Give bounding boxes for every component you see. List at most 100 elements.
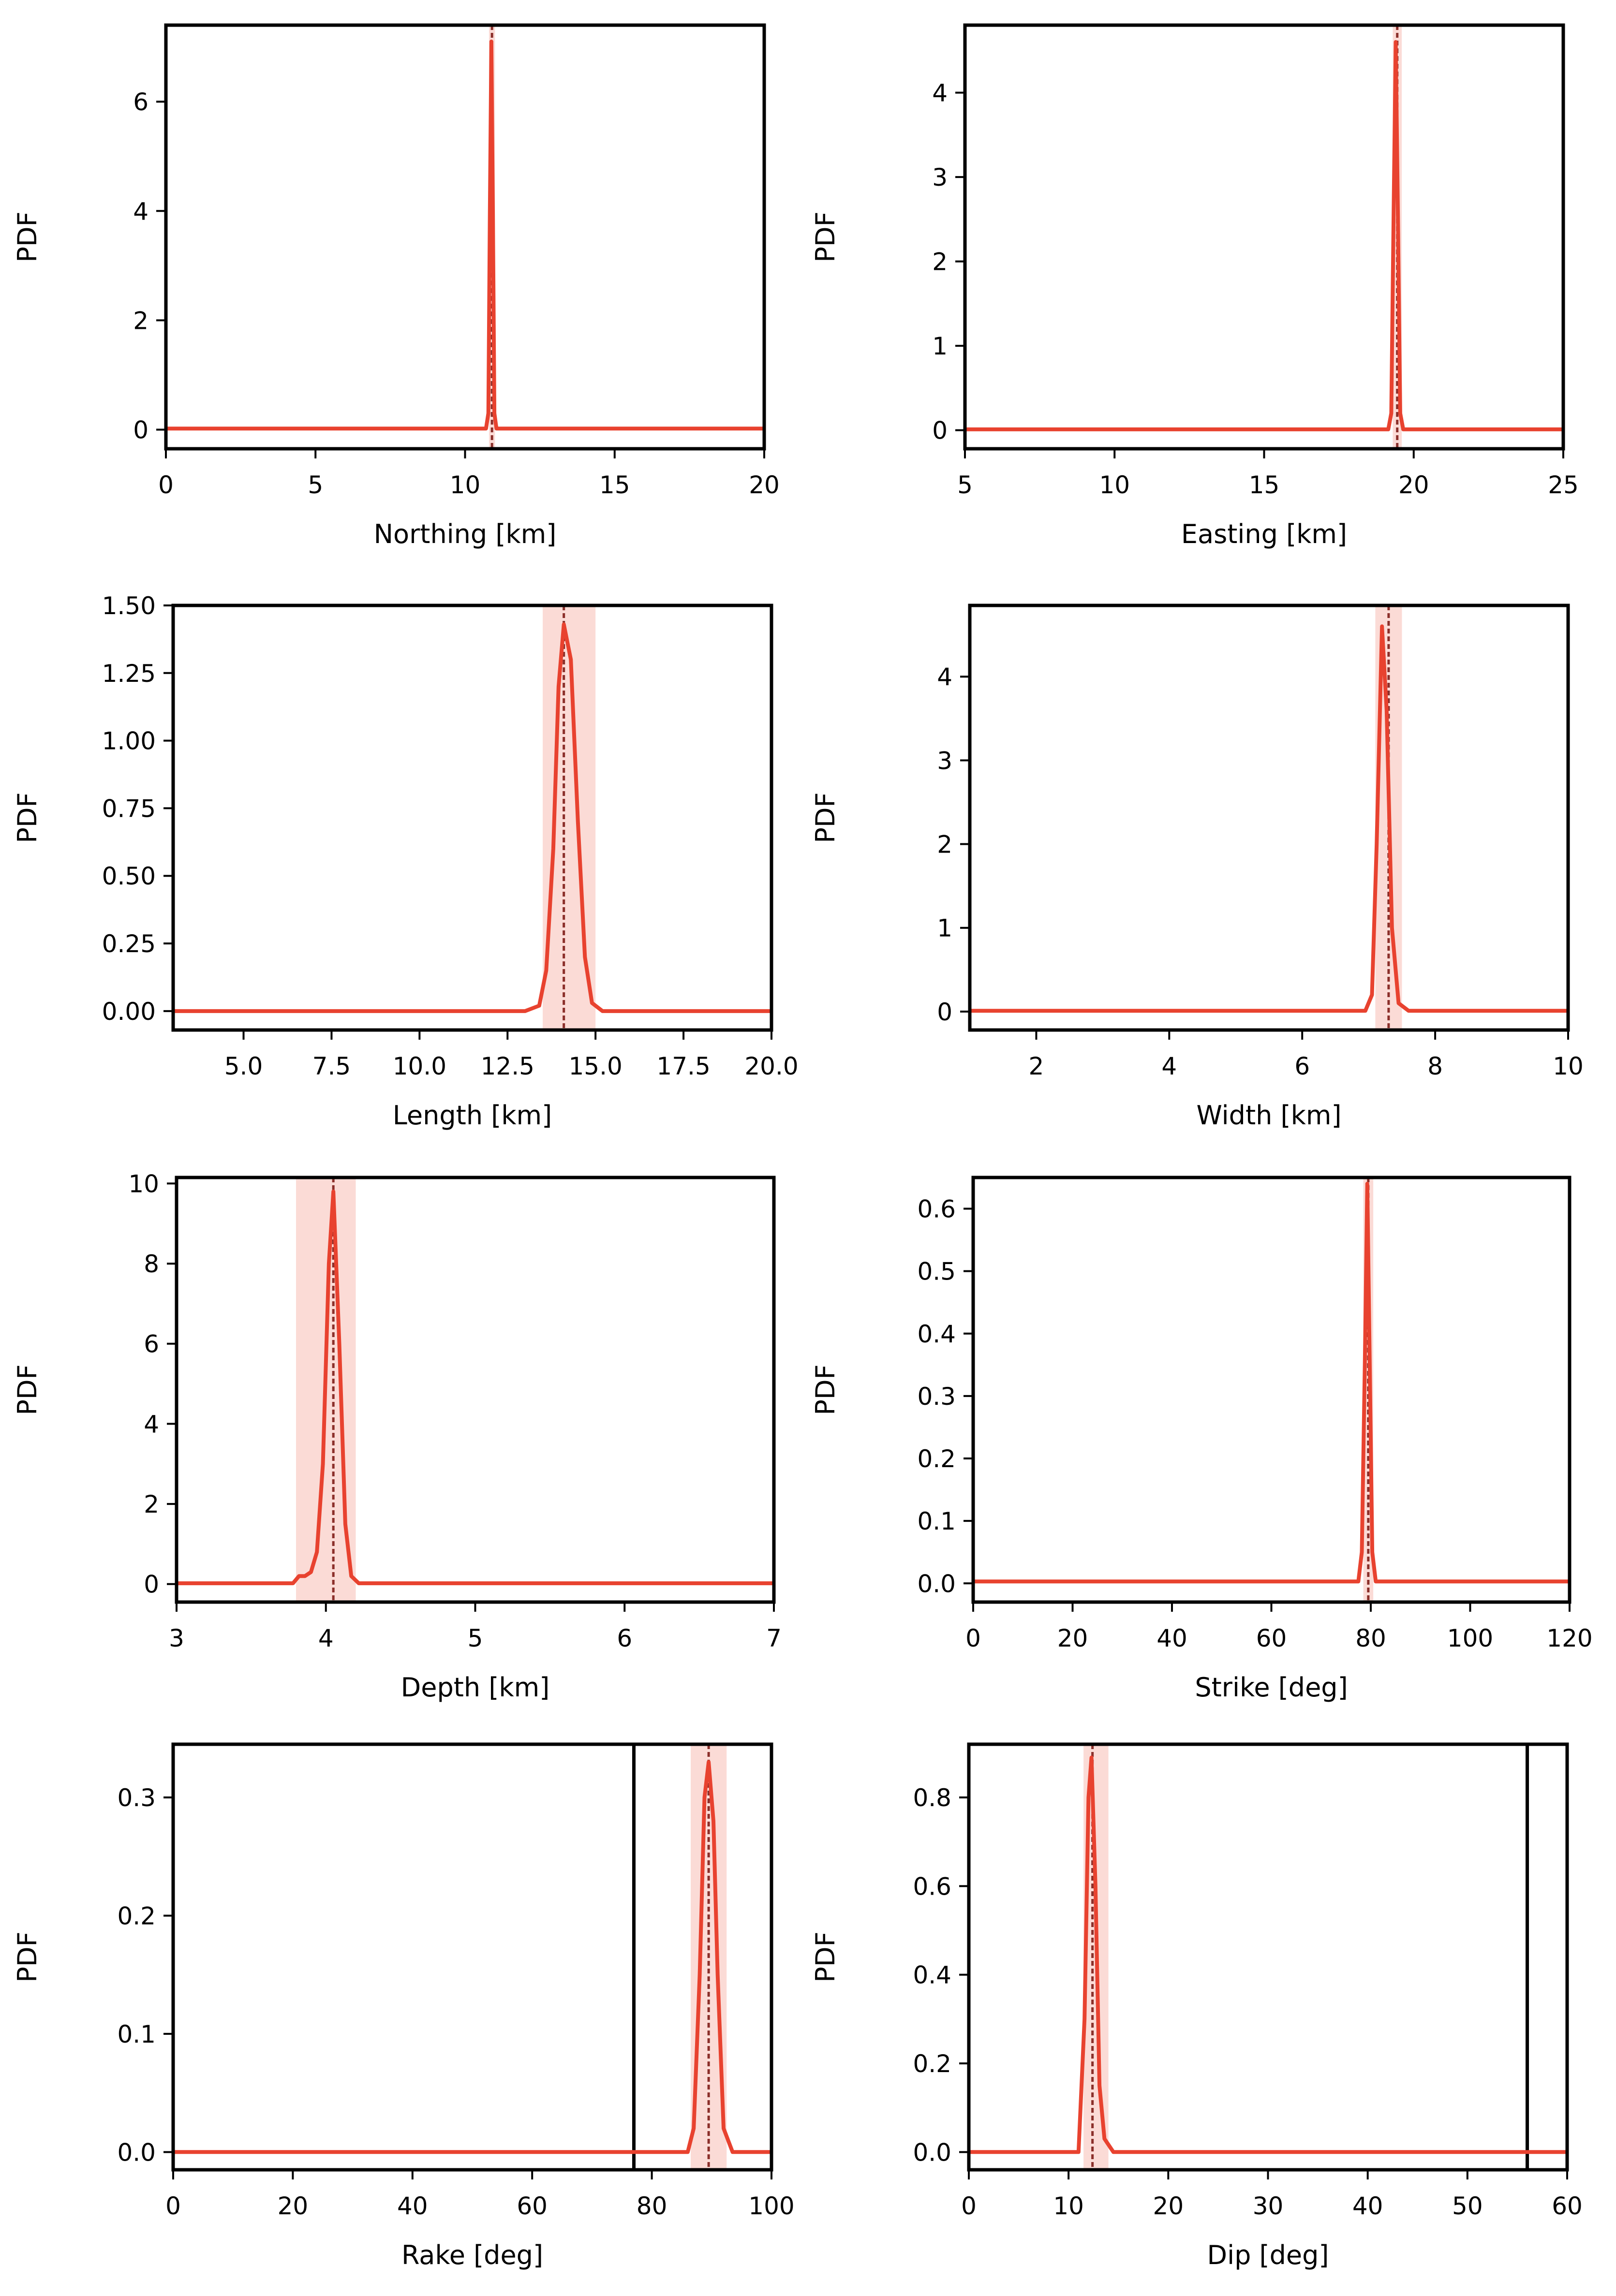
easting-x-axis-label: Easting [km] bbox=[1181, 519, 1347, 549]
northing-y-tick-label: 6 bbox=[133, 88, 148, 116]
chart-panel-dip: 0 10 20 30 40 50 60 0.0 0.2 0.4 0.6 0.8 Dip [deg] PDF bbox=[810, 1742, 1583, 2270]
length-x-tick-label: 7.5 bbox=[312, 1052, 351, 1080]
depth-y-tick-label: 6 bbox=[144, 1330, 159, 1358]
width-x-tick-label: 2 bbox=[1029, 1052, 1044, 1080]
rake-x-axis-label: Rake [deg] bbox=[401, 2240, 543, 2270]
length-y-tick-label: 0.75 bbox=[102, 795, 156, 823]
length-x-tick-label: 15.0 bbox=[569, 1052, 623, 1080]
dip-x-tick-label: 40 bbox=[1352, 2192, 1383, 2220]
rake-x-tick-label: 100 bbox=[748, 2192, 794, 2220]
dip-y-tick-label: 0.2 bbox=[913, 2050, 951, 2078]
length-y-tick-label: 0.25 bbox=[102, 930, 156, 958]
strike-y-tick-label: 0.0 bbox=[917, 1570, 956, 1598]
depth-y-tick-label: 0 bbox=[144, 1571, 159, 1599]
width-y-axis-label: PDF bbox=[810, 792, 841, 843]
northing-x-tick-label: 20 bbox=[749, 471, 780, 499]
dip-axes-frame bbox=[967, 1742, 1569, 2172]
chart-panel-easting: 5 10 15 20 25 0 1 2 3 4 Easting [km] PDF bbox=[810, 23, 1579, 549]
strike-y-tick-label: 0.4 bbox=[917, 1320, 956, 1348]
chart-panel-strike: 0 20 40 60 80 100 120 0.0 0.1 0.2 0.3 0.4 0.5 0.6 Stri… bbox=[810, 1176, 1593, 1703]
length-y-tick-label: 0.50 bbox=[102, 862, 156, 890]
northing-y-axis-label: PDF bbox=[12, 211, 43, 262]
easting-pdf-curve bbox=[965, 40, 1563, 431]
chart-panel-rake: 0 20 40 60 80 100 0.0 0.1 0.2 0.3 Rake [deg] PDF bbox=[12, 1742, 795, 2270]
strike-x-tick-label: 40 bbox=[1156, 1624, 1187, 1652]
northing-x-tick-label: 5 bbox=[308, 471, 323, 499]
length-y-axis-label: PDF bbox=[12, 792, 43, 843]
easting-axes-frame bbox=[963, 23, 1565, 451]
easting-y-tick-label: 4 bbox=[932, 79, 948, 107]
width-y-tick-label: 4 bbox=[937, 663, 952, 691]
width-y-tick-label: 2 bbox=[937, 831, 952, 859]
length-y-tick-label: 0.00 bbox=[102, 998, 156, 1026]
northing-pdf-curve bbox=[166, 39, 764, 431]
depth-axes-frame bbox=[175, 1176, 776, 1604]
strike-y-axis-label: PDF bbox=[810, 1364, 841, 1415]
width-x-tick-label: 8 bbox=[1427, 1052, 1443, 1080]
rake-y-tick-label: 0.1 bbox=[117, 2020, 156, 2048]
depth-x-tick-label: 7 bbox=[766, 1624, 782, 1652]
length-y-tick-label: 1.00 bbox=[102, 727, 156, 755]
rake-x-tick-label: 40 bbox=[397, 2192, 428, 2220]
northing-axes-frame bbox=[164, 23, 766, 451]
northing-y-tick-label: 2 bbox=[133, 307, 148, 335]
length-x-axis-label: Length [km] bbox=[393, 1100, 552, 1131]
strike-x-tick-label: 80 bbox=[1355, 1624, 1386, 1652]
strike-x-tick-label: 120 bbox=[1546, 1624, 1592, 1652]
easting-y-tick-label: 1 bbox=[932, 332, 948, 360]
dip-x-tick-label: 30 bbox=[1253, 2192, 1284, 2220]
strike-x-tick-label: 100 bbox=[1447, 1624, 1493, 1652]
length-axes-frame bbox=[171, 603, 773, 1032]
width-x-tick-label: 10 bbox=[1553, 1052, 1584, 1080]
easting-x-tick-label: 5 bbox=[957, 471, 973, 499]
depth-y-tick-label: 2 bbox=[144, 1490, 159, 1518]
length-x-tick-label: 17.5 bbox=[656, 1052, 710, 1080]
strike-y-tick-label: 0.5 bbox=[917, 1258, 956, 1286]
length-x-tick-label: 10.0 bbox=[393, 1052, 446, 1080]
chart-panel-width: 2 4 6 8 10 0 1 2 3 4 Width [km] PDF bbox=[810, 603, 1584, 1131]
rake-x-tick-label: 80 bbox=[637, 2192, 667, 2220]
width-x-tick-label: 6 bbox=[1294, 1052, 1310, 1080]
easting-x-tick-label: 10 bbox=[1099, 471, 1130, 499]
easting-x-tick-label: 25 bbox=[1548, 471, 1579, 499]
easting-y-axis-label: PDF bbox=[810, 211, 841, 262]
width-y-tick-label: 1 bbox=[937, 914, 952, 942]
dip-x-axis-label: Dip [deg] bbox=[1207, 2240, 1329, 2270]
northing-y-tick-label: 0 bbox=[133, 416, 148, 444]
dip-x-tick-label: 60 bbox=[1552, 2192, 1583, 2220]
strike-y-tick-label: 0.6 bbox=[917, 1195, 956, 1223]
width-pdf-curve bbox=[970, 624, 1568, 1013]
chart-panel-depth: 3 4 5 6 7 0 2 4 6 8 10 Depth [km] PDF bbox=[12, 1170, 782, 1703]
strike-x-tick-label: 20 bbox=[1057, 1624, 1088, 1652]
depth-x-tick-label: 5 bbox=[468, 1624, 483, 1652]
dip-y-tick-label: 0.0 bbox=[913, 2138, 951, 2166]
depth-x-tick-label: 6 bbox=[617, 1624, 632, 1652]
dip-x-tick-label: 0 bbox=[961, 2192, 977, 2220]
width-y-tick-label: 3 bbox=[937, 747, 952, 775]
depth-y-axis-label: PDF bbox=[12, 1364, 43, 1415]
depth-pdf-curve bbox=[177, 1190, 774, 1586]
dip-y-tick-label: 0.8 bbox=[913, 1784, 951, 1812]
dip-y-tick-label: 0.6 bbox=[913, 1872, 951, 1900]
depth-y-tick-label: 4 bbox=[144, 1410, 159, 1438]
width-x-tick-label: 4 bbox=[1161, 1052, 1177, 1080]
width-y-tick-label: 0 bbox=[937, 998, 952, 1026]
length-y-tick-label: 1.50 bbox=[102, 592, 156, 620]
strike-y-tick-label: 0.2 bbox=[917, 1445, 956, 1473]
rake-y-axis-label: PDF bbox=[12, 1931, 43, 1982]
width-axes-frame bbox=[968, 603, 1570, 1032]
strike-y-tick-label: 0.1 bbox=[917, 1507, 956, 1535]
northing-x-tick-label: 10 bbox=[450, 471, 481, 499]
dip-y-tick-label: 0.4 bbox=[913, 1961, 951, 1989]
rake-y-tick-label: 0.2 bbox=[117, 1902, 156, 1930]
length-x-tick-label: 20.0 bbox=[744, 1052, 798, 1080]
depth-y-tick-label: 8 bbox=[144, 1250, 159, 1278]
strike-x-axis-label: Strike [deg] bbox=[1195, 1672, 1348, 1703]
dip-x-tick-label: 10 bbox=[1053, 2192, 1084, 2220]
depth-x-tick-label: 4 bbox=[318, 1624, 334, 1652]
rake-x-tick-label: 20 bbox=[278, 2192, 309, 2220]
rake-y-tick-label: 0.3 bbox=[117, 1784, 156, 1812]
northing-x-tick-label: 15 bbox=[599, 471, 630, 499]
dip-y-axis-label: PDF bbox=[810, 1931, 841, 1982]
rake-axes-frame bbox=[171, 1742, 773, 2172]
